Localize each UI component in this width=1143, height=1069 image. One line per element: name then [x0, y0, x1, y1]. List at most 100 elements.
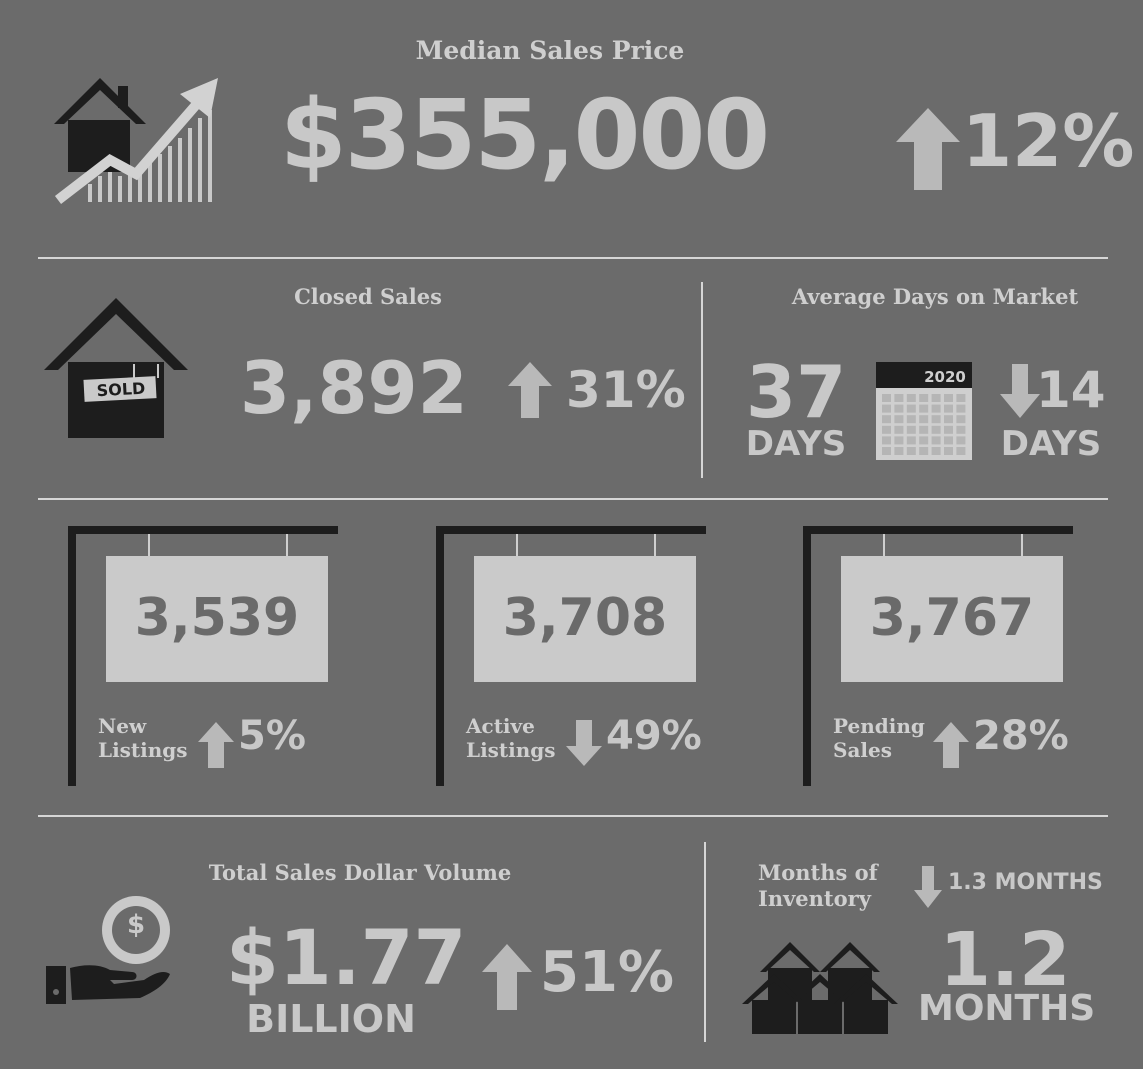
calendar-day-cell [956, 404, 966, 413]
sign-chain [654, 534, 656, 556]
arrow-down-icon [1000, 364, 1040, 418]
calendar-day-cell [906, 394, 916, 402]
inventory-title-line1: Months of [758, 860, 878, 885]
sign-post [436, 526, 444, 786]
houses-icon [742, 942, 898, 1034]
arrow-up-icon [482, 944, 532, 1010]
sign-board [106, 556, 328, 682]
calendar-day-cell [894, 394, 904, 402]
days-change: 14 [1036, 361, 1106, 419]
calendar-day-cell [919, 425, 929, 434]
listing-change: 28% [973, 713, 1069, 759]
median-title: Median Sales Price [415, 36, 685, 65]
calendar-day-cell [931, 394, 941, 402]
sign-chain [148, 534, 150, 556]
sign-board [841, 556, 1063, 682]
calendar-day-cell [894, 415, 904, 424]
sign-chain [1021, 534, 1023, 556]
volume-unit: BILLION [246, 997, 416, 1041]
calendar-day-cell [894, 447, 904, 455]
calendar-day-cell [882, 447, 891, 455]
inventory-title-line2: Inventory [758, 886, 871, 911]
calendar-day-cell [894, 436, 904, 445]
sign-post [68, 526, 76, 786]
calendar-day-cell [919, 394, 929, 402]
calendar-day-cell [956, 447, 966, 455]
closed-change: 31% [566, 361, 686, 419]
calendar-day-cell [919, 447, 929, 455]
listing-label-line2: Listings [466, 738, 556, 762]
calendar-day-cell [931, 436, 941, 445]
calendar-day-cell [882, 404, 891, 413]
listing-label-line2: Sales [833, 738, 892, 762]
listing-value: 3,539 [134, 588, 300, 648]
calendar-day-cell [931, 404, 941, 413]
calendar-day-cell [894, 404, 904, 413]
calendar-day-cell [906, 415, 916, 424]
calendar-day-cell [882, 425, 891, 434]
sign-arm [68, 526, 338, 534]
calendar-day-cell [931, 447, 941, 455]
sign-post [803, 526, 811, 786]
sign-arm [803, 526, 1073, 534]
calendar-day-cell [944, 415, 953, 424]
days-change-unit: DAYS [1000, 424, 1102, 464]
sign-chain [286, 534, 288, 556]
arrow-up-icon [933, 722, 969, 768]
calendar-icon [876, 362, 972, 460]
closed-title: Closed Sales [294, 284, 442, 309]
calendar-day-cell [919, 404, 929, 413]
arrow-down-icon [914, 866, 942, 908]
sign-arm [436, 526, 706, 534]
calendar-day-cell [956, 436, 966, 445]
listing-value: 3,767 [869, 588, 1035, 648]
coin-dollar-symbol: $ [126, 910, 146, 940]
volume-value: $1.77 [226, 913, 467, 1002]
calendar-day-cell [944, 404, 953, 413]
calendar-day-cell [944, 425, 953, 434]
divider-top [38, 257, 1108, 259]
inventory-value: 1.2 [939, 917, 1071, 1003]
calendar-day-cell [944, 394, 953, 402]
listing-change: 49% [606, 713, 702, 759]
median-value: $355,000 [280, 79, 770, 191]
arrow-up-icon [896, 108, 960, 190]
calendar-day-cell [919, 436, 929, 445]
listing-label-line2: Listings [98, 738, 188, 762]
calendar-day-cell [882, 415, 891, 424]
sign-chain [516, 534, 518, 556]
calendar-day-cell [906, 447, 916, 455]
inventory-change: 1.3 MONTHS [948, 870, 1103, 895]
calendar-day-cell [906, 425, 916, 434]
calendar-day-cell [919, 415, 929, 424]
calendar-day-cell [894, 425, 904, 434]
listing-value: 3,708 [502, 588, 668, 648]
sold-house-icon: SOLD [44, 298, 188, 438]
calendar-day-cell [956, 415, 966, 424]
sign-board [474, 556, 696, 682]
listing-change: 5% [238, 713, 306, 759]
days-value: 37 [746, 350, 847, 434]
money-hand-icon [46, 896, 170, 1004]
calendar-day-cell [882, 394, 891, 402]
volume-title: Total Sales Dollar Volume [208, 860, 512, 885]
calendar-day-cell [956, 394, 966, 402]
listing-label-line1: Pending [833, 714, 925, 738]
days-unit: DAYS [745, 424, 847, 464]
arrow-down-icon [566, 720, 602, 766]
volume-change: 51% [540, 940, 675, 1005]
listing-label-line1: New [98, 714, 147, 738]
inventory-unit: MONTHS [918, 988, 1096, 1029]
divider-bottom [38, 815, 1108, 817]
arrow-up-icon [508, 362, 552, 418]
calendar-day-cell [931, 415, 941, 424]
sign-chain [883, 534, 885, 556]
calendar-day-cell [944, 436, 953, 445]
house-growth-icon [54, 78, 218, 204]
days-title: Average Days on Market [791, 284, 1079, 309]
divider-middle [38, 498, 1108, 500]
closed-value: 3,892 [240, 346, 468, 430]
calendar-day-cell [906, 404, 916, 413]
sold-sign-text: SOLD [96, 379, 146, 401]
median-change: 12% [962, 99, 1135, 183]
